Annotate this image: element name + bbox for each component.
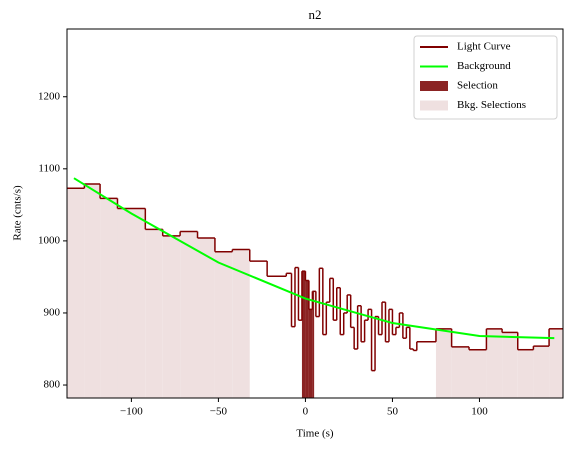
x-tick-label: 100 <box>471 406 488 418</box>
legend-label: Bkg. Selections <box>457 99 526 111</box>
selection-fill <box>197 238 215 398</box>
x-axis-label: Time (s) <box>296 428 334 440</box>
y-tick-label: 900 <box>44 306 61 318</box>
selection-fill <box>451 346 470 398</box>
selection-fill <box>301 271 306 398</box>
selection-fill <box>214 251 233 398</box>
x-tick-label: −100 <box>120 406 143 418</box>
legend-box <box>413 35 558 120</box>
y-tick-label: 1000 <box>38 234 61 246</box>
legend-swatch <box>420 81 448 91</box>
selection-fill <box>100 198 118 398</box>
selection-fill <box>312 291 315 398</box>
selection-fill <box>117 208 146 398</box>
y-tick-label: 800 <box>44 379 61 391</box>
x-tick-label: −50 <box>210 406 228 418</box>
selection-fill <box>84 183 101 398</box>
x-tick-label: 0 <box>303 406 309 418</box>
selection-fill <box>486 328 503 398</box>
selection-fill <box>533 346 550 398</box>
y-tick-label: 1100 <box>38 162 60 174</box>
legend-label: Selection <box>457 80 498 92</box>
background-line <box>73 177 555 340</box>
plot-frame <box>66 28 564 399</box>
selection-fill <box>232 249 250 398</box>
selection-fill <box>435 328 452 398</box>
selection-fill <box>180 231 198 398</box>
legend-label: Light Curve <box>457 41 511 53</box>
selection-fill <box>145 229 163 398</box>
x-tick-label: 50 <box>387 406 399 418</box>
y-tick-label: 1200 <box>38 90 61 102</box>
selection-fill <box>162 235 181 398</box>
chart-title: n2 <box>309 7 322 22</box>
selection-fill <box>549 328 563 398</box>
selection-fill <box>67 188 85 398</box>
selection-fill <box>517 349 534 398</box>
selection-fill <box>308 309 313 398</box>
selection-fill <box>305 280 309 398</box>
selection-fill <box>469 349 487 398</box>
legend-swatch <box>420 100 448 111</box>
legend-label: Background <box>457 60 511 72</box>
selection-fill <box>502 332 518 398</box>
y-axis-label: Rate (cnts/s) <box>12 185 24 241</box>
